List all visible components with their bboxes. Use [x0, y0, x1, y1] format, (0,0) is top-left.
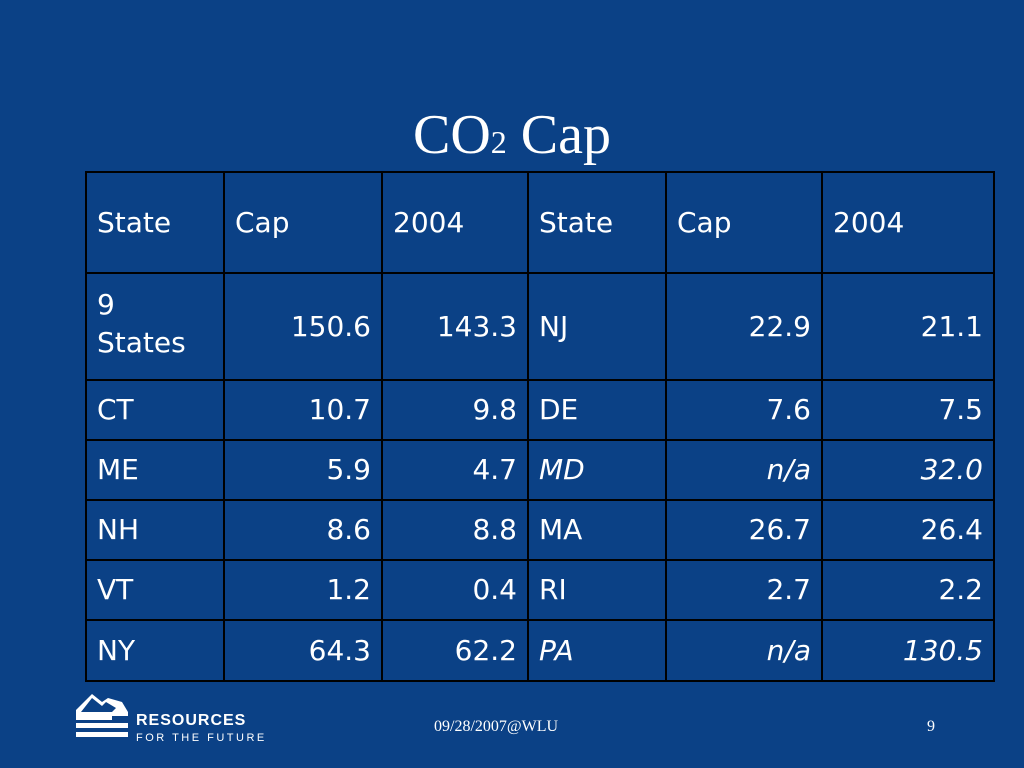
header-cell: State — [527, 171, 667, 274]
header-cell: Cap — [665, 171, 823, 274]
table-cell: ME — [85, 439, 225, 501]
table-cell: MD — [527, 439, 667, 501]
header-cell: 2004 — [381, 171, 529, 274]
table-row: 9 States 150.6 143.3 NJ 22.9 21.1 — [85, 272, 995, 381]
table-cell: 4.7 — [381, 439, 529, 501]
table-cell: 8.6 — [223, 499, 383, 561]
co2-cap-table: State Cap 2004 State Cap 2004 9 States 150… — [85, 171, 995, 682]
rff-logo-icon — [76, 694, 128, 737]
table-cell: 5.9 — [223, 439, 383, 501]
table-cell: NY — [85, 619, 225, 682]
header-cell: State — [85, 171, 225, 274]
table-cell: NJ — [527, 272, 667, 381]
header-cell: 2004 — [821, 171, 995, 274]
table-cell: 9 States — [85, 272, 225, 381]
header-cell: Cap — [223, 171, 383, 274]
table-cell: 143.3 — [381, 272, 529, 381]
table-cell: 0.4 — [381, 559, 529, 621]
table-cell: RI — [527, 559, 667, 621]
table-cell: 8.8 — [381, 499, 529, 561]
table-cell: 9.8 — [381, 379, 529, 441]
footer-date: 09/28/2007@WLU — [434, 718, 559, 735]
table-cell: n/a — [665, 439, 823, 501]
header-row: State Cap 2004 State Cap 2004 — [85, 171, 995, 274]
table-cell: 7.5 — [821, 379, 995, 441]
table-cell: CT — [85, 379, 225, 441]
table-cell: NH — [85, 499, 225, 561]
table-cell: n/a — [665, 619, 823, 682]
table-row: ME 5.9 4.7 MD n/a 32.0 — [85, 439, 995, 501]
table-cell: 21.1 — [821, 272, 995, 381]
table-cell: VT — [85, 559, 225, 621]
table-cell: 10.7 — [223, 379, 383, 441]
table-cell: 7.6 — [665, 379, 823, 441]
table-cell: 32.0 — [821, 439, 995, 501]
table-row: CT 10.7 9.8 DE 7.6 7.5 — [85, 379, 995, 441]
table-cell: MA — [527, 499, 667, 561]
table-cell: 26.4 — [821, 499, 995, 561]
page-number: 9 — [927, 718, 935, 735]
table-row: NY 64.3 62.2 PA n/a 130.5 — [85, 619, 995, 682]
table-cell: 62.2 — [381, 619, 529, 682]
slide-title: CO2 Cap — [412, 104, 611, 166]
table-cell: 22.9 — [665, 272, 823, 381]
table-cell: 26.7 — [665, 499, 823, 561]
table-cell: 1.2 — [223, 559, 383, 621]
logo-text: RESOURCES — [136, 712, 247, 729]
logo-subtext: FOR THE FUTURE — [136, 732, 267, 744]
table-cell: 150.6 — [223, 272, 383, 381]
table-row: VT 1.2 0.4 RI 2.7 2.2 — [85, 559, 995, 621]
table-cell: 2.7 — [665, 559, 823, 621]
table-cell: DE — [527, 379, 667, 441]
table-cell: 130.5 — [821, 619, 995, 682]
table-cell: PA — [527, 619, 667, 682]
table-cell: 2.2 — [821, 559, 995, 621]
table-row: NH 8.6 8.8 MA 26.7 26.4 — [85, 499, 995, 561]
table-cell: 64.3 — [223, 619, 383, 682]
